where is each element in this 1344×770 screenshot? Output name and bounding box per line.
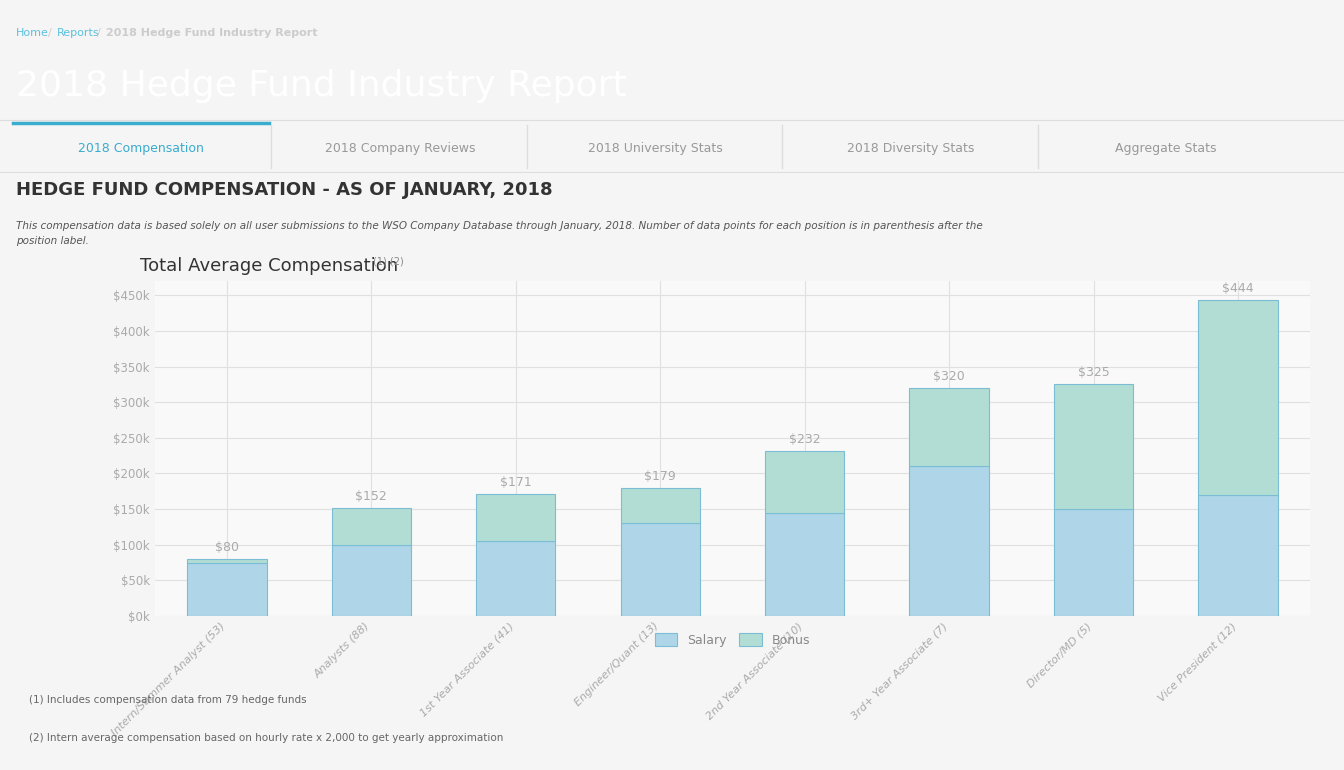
Text: /: / [97, 28, 101, 38]
Bar [765, 450, 844, 513]
Text: Total Average Compensation: Total Average Compensation [140, 257, 398, 276]
Text: $444: $444 [1222, 282, 1254, 295]
Text: 2018 University Stats: 2018 University Stats [587, 142, 723, 156]
Text: 2018 Diversity Stats: 2018 Diversity Stats [847, 142, 974, 156]
Text: (2) Intern average compensation based on hourly rate x 2,000 to get yearly appro: (2) Intern average compensation based on… [30, 733, 504, 742]
Bar [476, 494, 555, 541]
Text: Aggregate Stats: Aggregate Stats [1116, 142, 1216, 156]
Bar [1054, 384, 1133, 509]
Bar [1054, 509, 1133, 616]
Bar [1199, 495, 1278, 616]
Bar [332, 507, 411, 544]
Text: (1) Includes compensation data from 79 hedge funds: (1) Includes compensation data from 79 h… [30, 695, 306, 705]
Bar [910, 388, 989, 467]
Text: HEDGE FUND COMPENSATION - AS OF JANUARY, 2018: HEDGE FUND COMPENSATION - AS OF JANUARY,… [16, 181, 552, 199]
Text: 2018 Compensation: 2018 Compensation [78, 142, 204, 156]
Text: 2018 Hedge Fund Industry Report: 2018 Hedge Fund Industry Report [16, 69, 628, 103]
Text: $179: $179 [644, 470, 676, 484]
Text: $320: $320 [933, 370, 965, 383]
Text: 2018 Hedge Fund Industry Report: 2018 Hedge Fund Industry Report [106, 28, 317, 38]
Bar [187, 563, 266, 616]
Text: This compensation data is based solely on all user submissions to the WSO Compan: This compensation data is based solely o… [16, 221, 982, 246]
Text: $171: $171 [500, 476, 532, 489]
Bar [476, 541, 555, 616]
Text: /: / [48, 28, 52, 38]
Bar [621, 524, 700, 616]
Text: 2018 Company Reviews: 2018 Company Reviews [325, 142, 474, 156]
Text: $152: $152 [355, 490, 387, 503]
Text: $80: $80 [215, 541, 239, 554]
Bar [1199, 300, 1278, 495]
Bar [621, 488, 700, 524]
Bar [910, 467, 989, 616]
Text: Home: Home [16, 28, 48, 38]
Text: Reports: Reports [56, 28, 99, 38]
Text: $232: $232 [789, 433, 821, 446]
Text: $325: $325 [1078, 367, 1110, 380]
Bar [332, 544, 411, 616]
Legend: Salary, Bonus: Salary, Bonus [655, 633, 810, 647]
Bar [765, 513, 844, 616]
Bar [187, 559, 266, 563]
Text: (1) (2): (1) (2) [374, 256, 405, 266]
